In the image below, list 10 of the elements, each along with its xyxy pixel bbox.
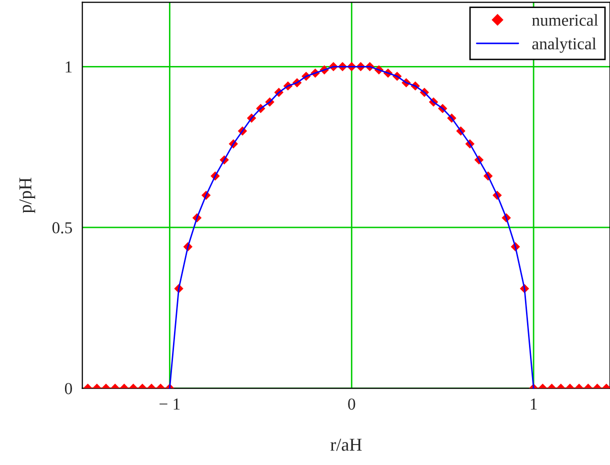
y-tick-label: 1 (66, 61, 72, 72)
x-axis-title: r/aH (330, 438, 362, 451)
legend-label: numerical (532, 14, 598, 26)
x-tick-label: 1 (530, 398, 537, 410)
x-tick-label: − 1 (160, 398, 180, 410)
x-tick-label: 0 (348, 398, 356, 410)
legend-label: analytical (532, 38, 596, 53)
y-tick-label: 0 (64, 382, 72, 394)
y-tick-label: 0.5 (52, 222, 72, 234)
y-axis-title: p/pH (19, 178, 36, 214)
